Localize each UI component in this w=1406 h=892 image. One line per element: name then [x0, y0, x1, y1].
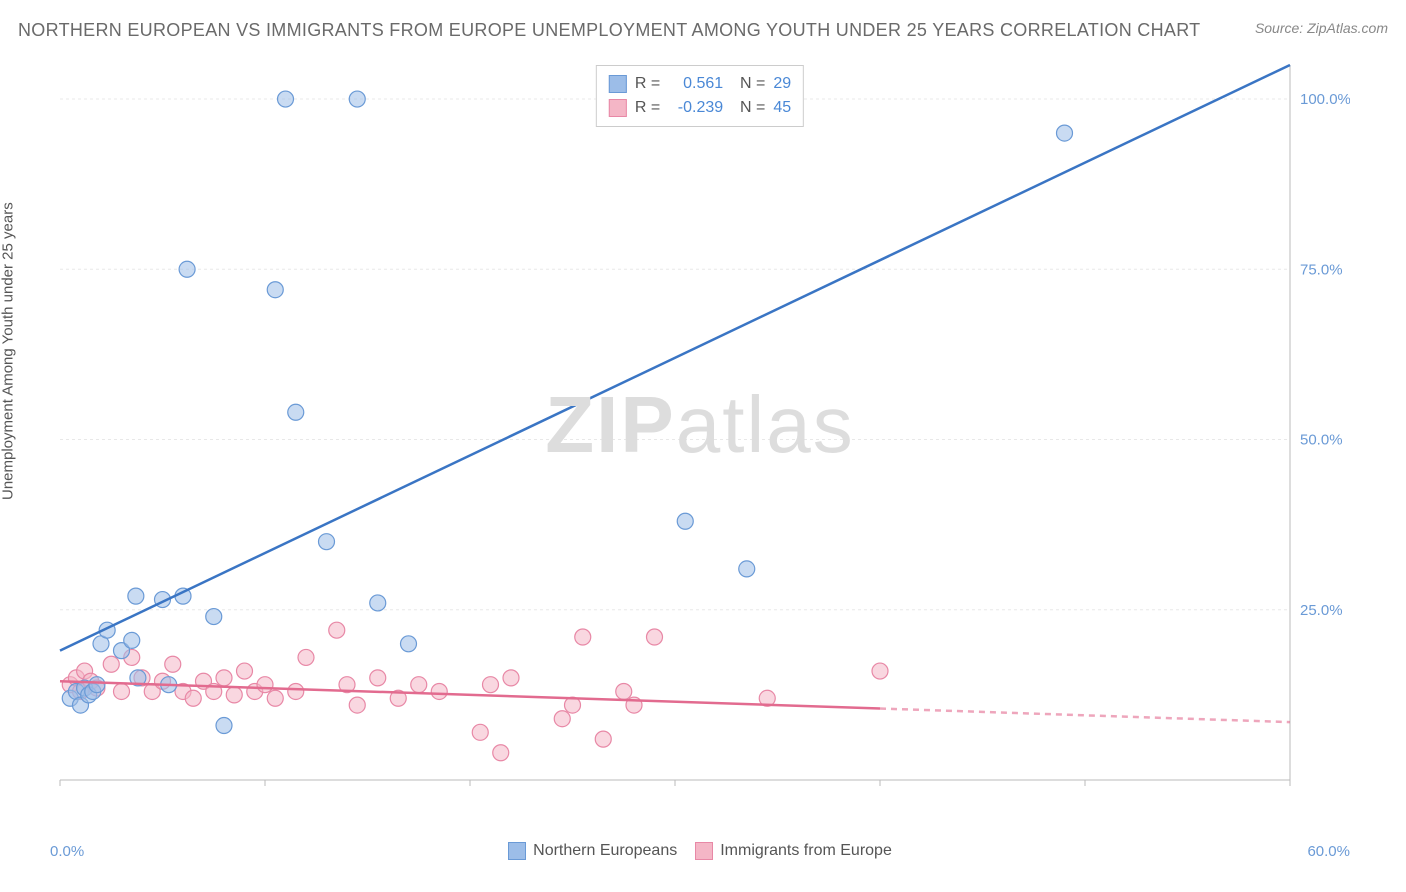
stats-row-2: R = -0.239 N = 45	[609, 96, 791, 120]
legend-label-1: Northern Europeans	[533, 842, 677, 860]
n-value-2: 45	[773, 96, 791, 120]
stats-legend-box: R = 0.561 N = 29 R = -0.239 N = 45	[596, 65, 804, 127]
legend-item-2: Immigrants from Europe	[695, 842, 892, 860]
y-axis-label: Unemployment Among Youth under 25 years	[0, 202, 17, 500]
svg-text:50.0%: 50.0%	[1300, 432, 1343, 449]
svg-text:100.0%: 100.0%	[1300, 91, 1350, 108]
r-label: R =	[635, 72, 660, 96]
swatch-series1	[609, 75, 627, 93]
r-label: R =	[635, 96, 660, 120]
swatch-series2	[609, 99, 627, 117]
scatter-chart: 25.0% 50.0% 75.0% 100.0%	[50, 60, 1350, 820]
r-value-1: 0.561	[668, 72, 723, 96]
chart-source: Source: ZipAtlas.com	[1255, 20, 1388, 36]
svg-text:25.0%: 25.0%	[1300, 602, 1343, 619]
legend-item-1: Northern Europeans	[508, 842, 677, 860]
n-value-1: 29	[773, 72, 791, 96]
r-value-2: -0.239	[668, 96, 723, 120]
x-axis-min-anchor: 0.0%	[50, 843, 84, 860]
swatch-series2-icon	[695, 842, 713, 860]
n-label: N =	[731, 72, 765, 96]
swatch-series1-icon	[508, 842, 526, 860]
plot-area: ZIPatlas 25.0%50.0%75.0%100.0% R = 0.561…	[50, 60, 1350, 820]
svg-text:75.0%: 75.0%	[1300, 261, 1343, 278]
chart-container: Unemployment Among Youth under 25 years …	[0, 60, 1406, 860]
legend-label-2: Immigrants from Europe	[720, 842, 892, 860]
x-axis-max-anchor: 60.0%	[1307, 843, 1350, 860]
n-label: N =	[731, 96, 765, 120]
chart-title: NORTHERN EUROPEAN VS IMMIGRANTS FROM EUR…	[18, 20, 1200, 41]
bottom-legend: 0.0% Northern Europeans Immigrants from …	[50, 842, 1350, 860]
stats-row-1: R = 0.561 N = 29	[609, 72, 791, 96]
chart-header: NORTHERN EUROPEAN VS IMMIGRANTS FROM EUR…	[18, 20, 1388, 41]
